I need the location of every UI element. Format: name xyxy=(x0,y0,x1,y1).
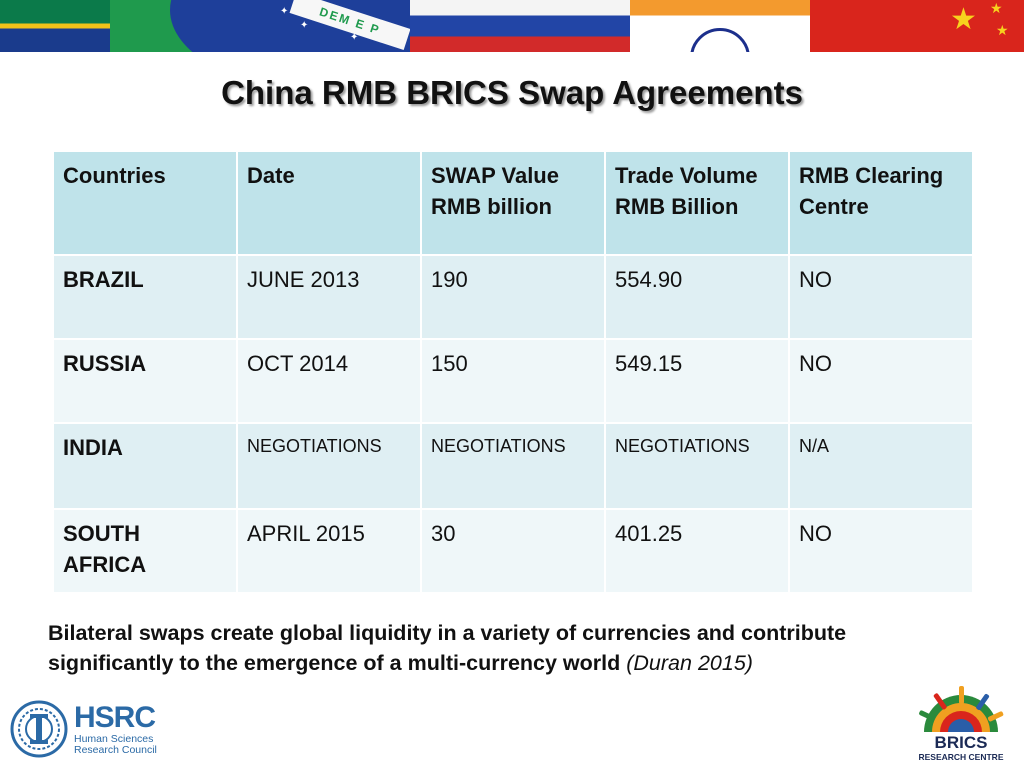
quote-paragraph: Bilateral swaps create global liquidity … xyxy=(48,618,968,678)
hsrc-name: HSRC xyxy=(74,701,156,734)
cell-trade-volume: 401.25 xyxy=(604,508,790,594)
cell-trade-volume: 549.15 xyxy=(604,338,790,424)
hsrc-subtitle-line1: Human Sciences xyxy=(74,733,154,745)
table-row: RUSSIA OCT 2014 150 549.15 NO xyxy=(52,338,974,424)
table-row: BRAZIL JUNE 2013 190 554.90 NO xyxy=(52,254,974,340)
india-flag xyxy=(630,0,810,52)
cell-country: SOUTH AFRICA xyxy=(52,508,238,594)
star-icon: ✦ xyxy=(300,20,309,31)
cell-country: BRAZIL xyxy=(52,254,238,340)
star-icon: ★ xyxy=(990,0,1003,16)
star-icon: ★ xyxy=(950,3,977,36)
cell-swap-value: 30 xyxy=(420,508,606,594)
cell-trade-volume: 554.90 xyxy=(604,254,790,340)
star-icon: ✦ xyxy=(280,6,289,17)
header-clearing-centre: RMB Clearing Centre xyxy=(788,150,974,256)
cell-date: NEGOTIATIONS xyxy=(236,422,422,510)
russia-flag xyxy=(410,0,630,52)
table-row: SOUTH AFRICA APRIL 2015 30 401.25 NO xyxy=(52,508,974,594)
brics-research-centre-logo: BRICS RESEARCH CENTRE xyxy=(902,684,1020,764)
cell-country: RUSSIA xyxy=(52,338,238,424)
cell-trade-volume: NEGOTIATIONS xyxy=(604,422,790,510)
header-swap-value: SWAP Value RMB billion xyxy=(420,150,606,256)
south-africa-flag xyxy=(0,0,110,52)
hsrc-subtitle: Human Sciences Research Council xyxy=(74,734,157,756)
hsrc-emblem-icon xyxy=(10,700,68,758)
swap-agreements-table: Countries Date SWAP Value RMB billion Tr… xyxy=(52,150,974,594)
cell-swap-value: 190 xyxy=(420,254,606,340)
cell-swap-value: 150 xyxy=(420,338,606,424)
cell-clearing-centre: NO xyxy=(788,508,974,594)
cell-clearing-centre: N/A xyxy=(788,422,974,510)
cell-date: OCT 2014 xyxy=(236,338,422,424)
cell-clearing-centre: NO xyxy=(788,254,974,340)
brics-wordmark: BRICS xyxy=(934,733,988,752)
quote-citation: (Duran 2015) xyxy=(626,651,753,675)
ashoka-chakra-icon xyxy=(690,28,750,52)
table-row: INDIA NEGOTIATIONS NEGOTIATIONS NEGOTIAT… xyxy=(52,422,974,510)
star-icon: ★ xyxy=(996,22,1009,38)
brazil-flag: ✦ ✦ ✦ ✦ DEM E P xyxy=(110,0,410,52)
cell-swap-value: NEGOTIATIONS xyxy=(420,422,606,510)
brics-subtitle: RESEARCH CENTRE xyxy=(918,752,1004,762)
cell-date: APRIL 2015 xyxy=(236,508,422,594)
header-trade-volume: Trade Volume RMB Billion xyxy=(604,150,790,256)
star-icon: ✦ xyxy=(350,32,359,43)
quote-text: Bilateral swaps create global liquidity … xyxy=(48,621,847,675)
slide-title: China RMB BRICS Swap Agreements xyxy=(221,74,803,111)
table-header-row: Countries Date SWAP Value RMB billion Tr… xyxy=(52,150,974,256)
cell-date: JUNE 2013 xyxy=(236,254,422,340)
cell-country: INDIA xyxy=(52,422,238,510)
cell-clearing-centre: NO xyxy=(788,338,974,424)
hsrc-logo: HSRC Human Sciences Research Council xyxy=(10,700,180,760)
flags-banner: ✦ ✦ ✦ ✦ DEM E P ★ ★ ★ xyxy=(0,0,1024,52)
brics-sunburst-icon xyxy=(919,686,1004,732)
header-date: Date xyxy=(236,150,422,256)
hsrc-subtitle-line2: Research Council xyxy=(74,744,157,756)
china-flag: ★ ★ ★ xyxy=(810,0,1024,52)
header-countries: Countries xyxy=(52,150,238,256)
